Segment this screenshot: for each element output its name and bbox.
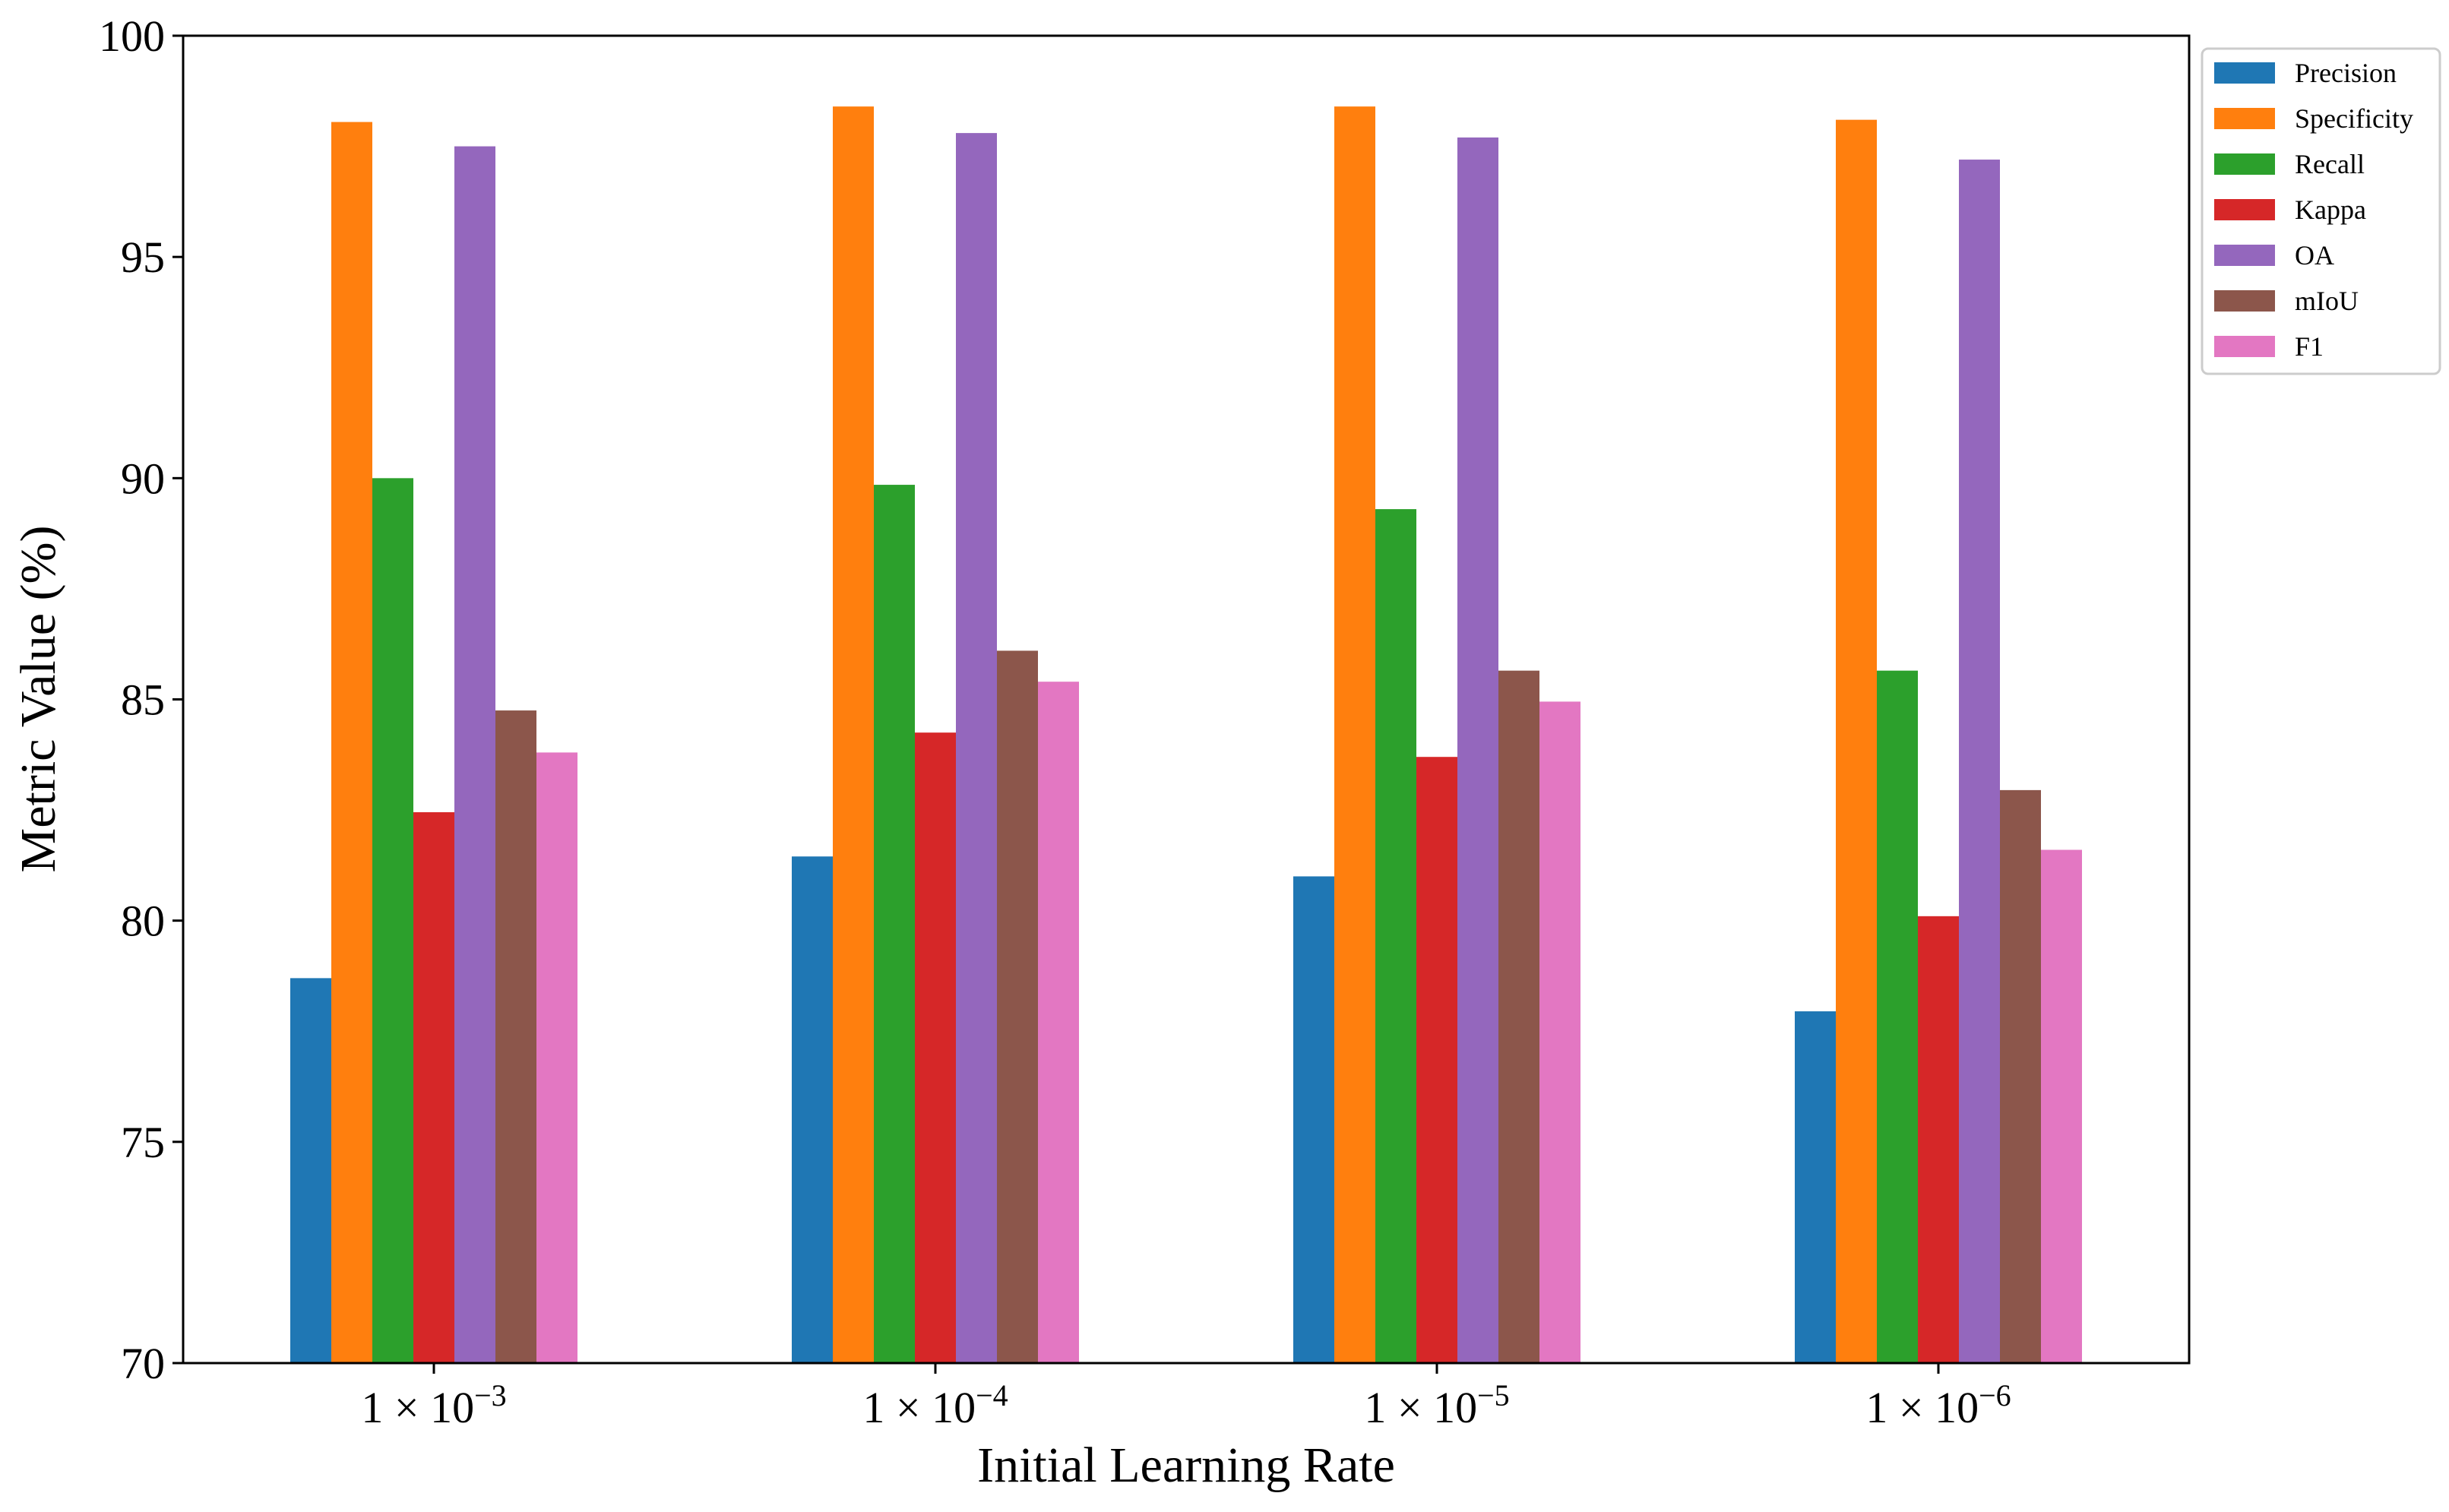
x-tick-label-exponent: −3: [474, 1378, 507, 1412]
y-axis: 70 75 80 85 90 95 100: [99, 11, 183, 1388]
legend-label-recall: Recall: [2295, 149, 2365, 179]
x-tick-label-exponent: −4: [976, 1378, 1008, 1412]
legend-label-miou: mIoU: [2295, 286, 2359, 316]
x-tick-label-exponent: −5: [1477, 1378, 1510, 1412]
bar-miou-1: [495, 710, 536, 1363]
legend: Precision Specificity Recall Kappa OA mIoU F1: [2201, 47, 2441, 375]
bars-layer: [290, 106, 2082, 1364]
bar-specificity-3: [1334, 106, 1375, 1363]
bar-kappa-3: [1416, 757, 1457, 1363]
legend-label-f1: F1: [2295, 331, 2324, 362]
bar-f1-3: [1539, 701, 1580, 1363]
bar-kappa-2: [915, 732, 956, 1363]
x-tick-label-base: 1 × 10: [1364, 1383, 1477, 1432]
bar-miou-2: [997, 650, 1038, 1363]
y-tick-label: 80: [121, 897, 165, 946]
bar-specificity-1: [331, 122, 372, 1363]
bar-oa-4: [1959, 160, 2000, 1363]
bar-precision-2: [792, 856, 833, 1363]
y-tick-label: 75: [121, 1118, 165, 1167]
bar-miou-3: [1498, 670, 1539, 1363]
y-tick-label: 100: [99, 11, 165, 61]
legend-swatch-recall: [2214, 153, 2275, 175]
legend-swatch-precision: [2214, 62, 2275, 84]
legend-swatch-f1: [2214, 336, 2275, 357]
y-tick-label: 70: [121, 1339, 165, 1388]
x-tick-label: 1 × 10−5: [1364, 1378, 1509, 1432]
bar-kappa-4: [1918, 916, 1959, 1363]
y-axis-label: Metric Value (%): [11, 526, 66, 873]
bar-specificity-4: [1836, 119, 1877, 1363]
bar-recall-1: [372, 478, 413, 1363]
legend-swatch-specificity: [2214, 108, 2275, 129]
bar-precision-1: [290, 978, 331, 1363]
bar-oa-3: [1457, 137, 1498, 1364]
bar-precision-4: [1795, 1011, 1836, 1363]
x-tick-label-base: 1 × 10: [361, 1383, 474, 1432]
bar-miou-4: [2000, 789, 2041, 1363]
x-tick-label-base: 1 × 10: [1865, 1383, 1979, 1432]
bar-oa-2: [956, 133, 997, 1364]
x-tick-label-base: 1 × 10: [862, 1383, 976, 1432]
x-tick-label: 1 × 10−4: [862, 1378, 1008, 1432]
x-axis: 1 × 10−3 1 × 10−4 1 × 10−5 1 × 10−6: [361, 1363, 2011, 1432]
x-axis-label: Initial Learning Rate: [977, 1438, 1395, 1493]
legend-swatch-oa: [2214, 245, 2275, 266]
bar-recall-2: [874, 485, 915, 1363]
bar-f1-4: [2041, 849, 2082, 1363]
y-tick-label: 85: [121, 675, 165, 725]
bar-precision-3: [1293, 876, 1334, 1363]
x-tick-label: 1 × 10−6: [1865, 1378, 2011, 1432]
x-tick-label-exponent: −6: [1979, 1378, 2011, 1412]
y-tick-label: 95: [121, 232, 165, 282]
legend-swatch-miou: [2214, 290, 2275, 312]
x-tick-label: 1 × 10−3: [361, 1378, 506, 1432]
bar-f1-1: [536, 752, 577, 1363]
bar-f1-2: [1038, 682, 1079, 1363]
bar-recall-4: [1877, 670, 1918, 1363]
legend-label-precision: Precision: [2295, 58, 2397, 88]
legend-label-oa: OA: [2295, 240, 2334, 270]
y-tick-label: 90: [121, 454, 165, 503]
bar-recall-3: [1375, 509, 1416, 1363]
bar-oa-1: [454, 146, 495, 1364]
legend-label-kappa: Kappa: [2295, 195, 2366, 225]
legend-label-specificity: Specificity: [2295, 103, 2413, 134]
bar-kappa-1: [413, 811, 454, 1363]
bar-specificity-2: [833, 106, 874, 1363]
legend-swatch-kappa: [2214, 199, 2275, 220]
